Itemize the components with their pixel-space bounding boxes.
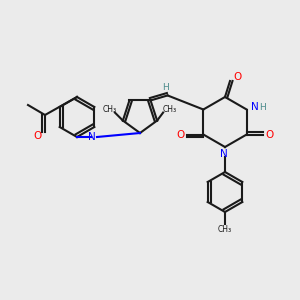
Text: N: N bbox=[251, 103, 259, 112]
Text: N: N bbox=[220, 149, 228, 159]
Text: O: O bbox=[176, 130, 184, 140]
Text: O: O bbox=[266, 130, 274, 140]
Text: H: H bbox=[259, 103, 266, 112]
Text: H: H bbox=[162, 83, 169, 92]
Text: CH₃: CH₃ bbox=[103, 105, 117, 114]
Text: O: O bbox=[34, 131, 42, 141]
Text: O: O bbox=[233, 72, 241, 82]
Text: CH₃: CH₃ bbox=[163, 105, 177, 114]
Text: N: N bbox=[88, 132, 96, 142]
Text: CH₃: CH₃ bbox=[218, 224, 232, 233]
